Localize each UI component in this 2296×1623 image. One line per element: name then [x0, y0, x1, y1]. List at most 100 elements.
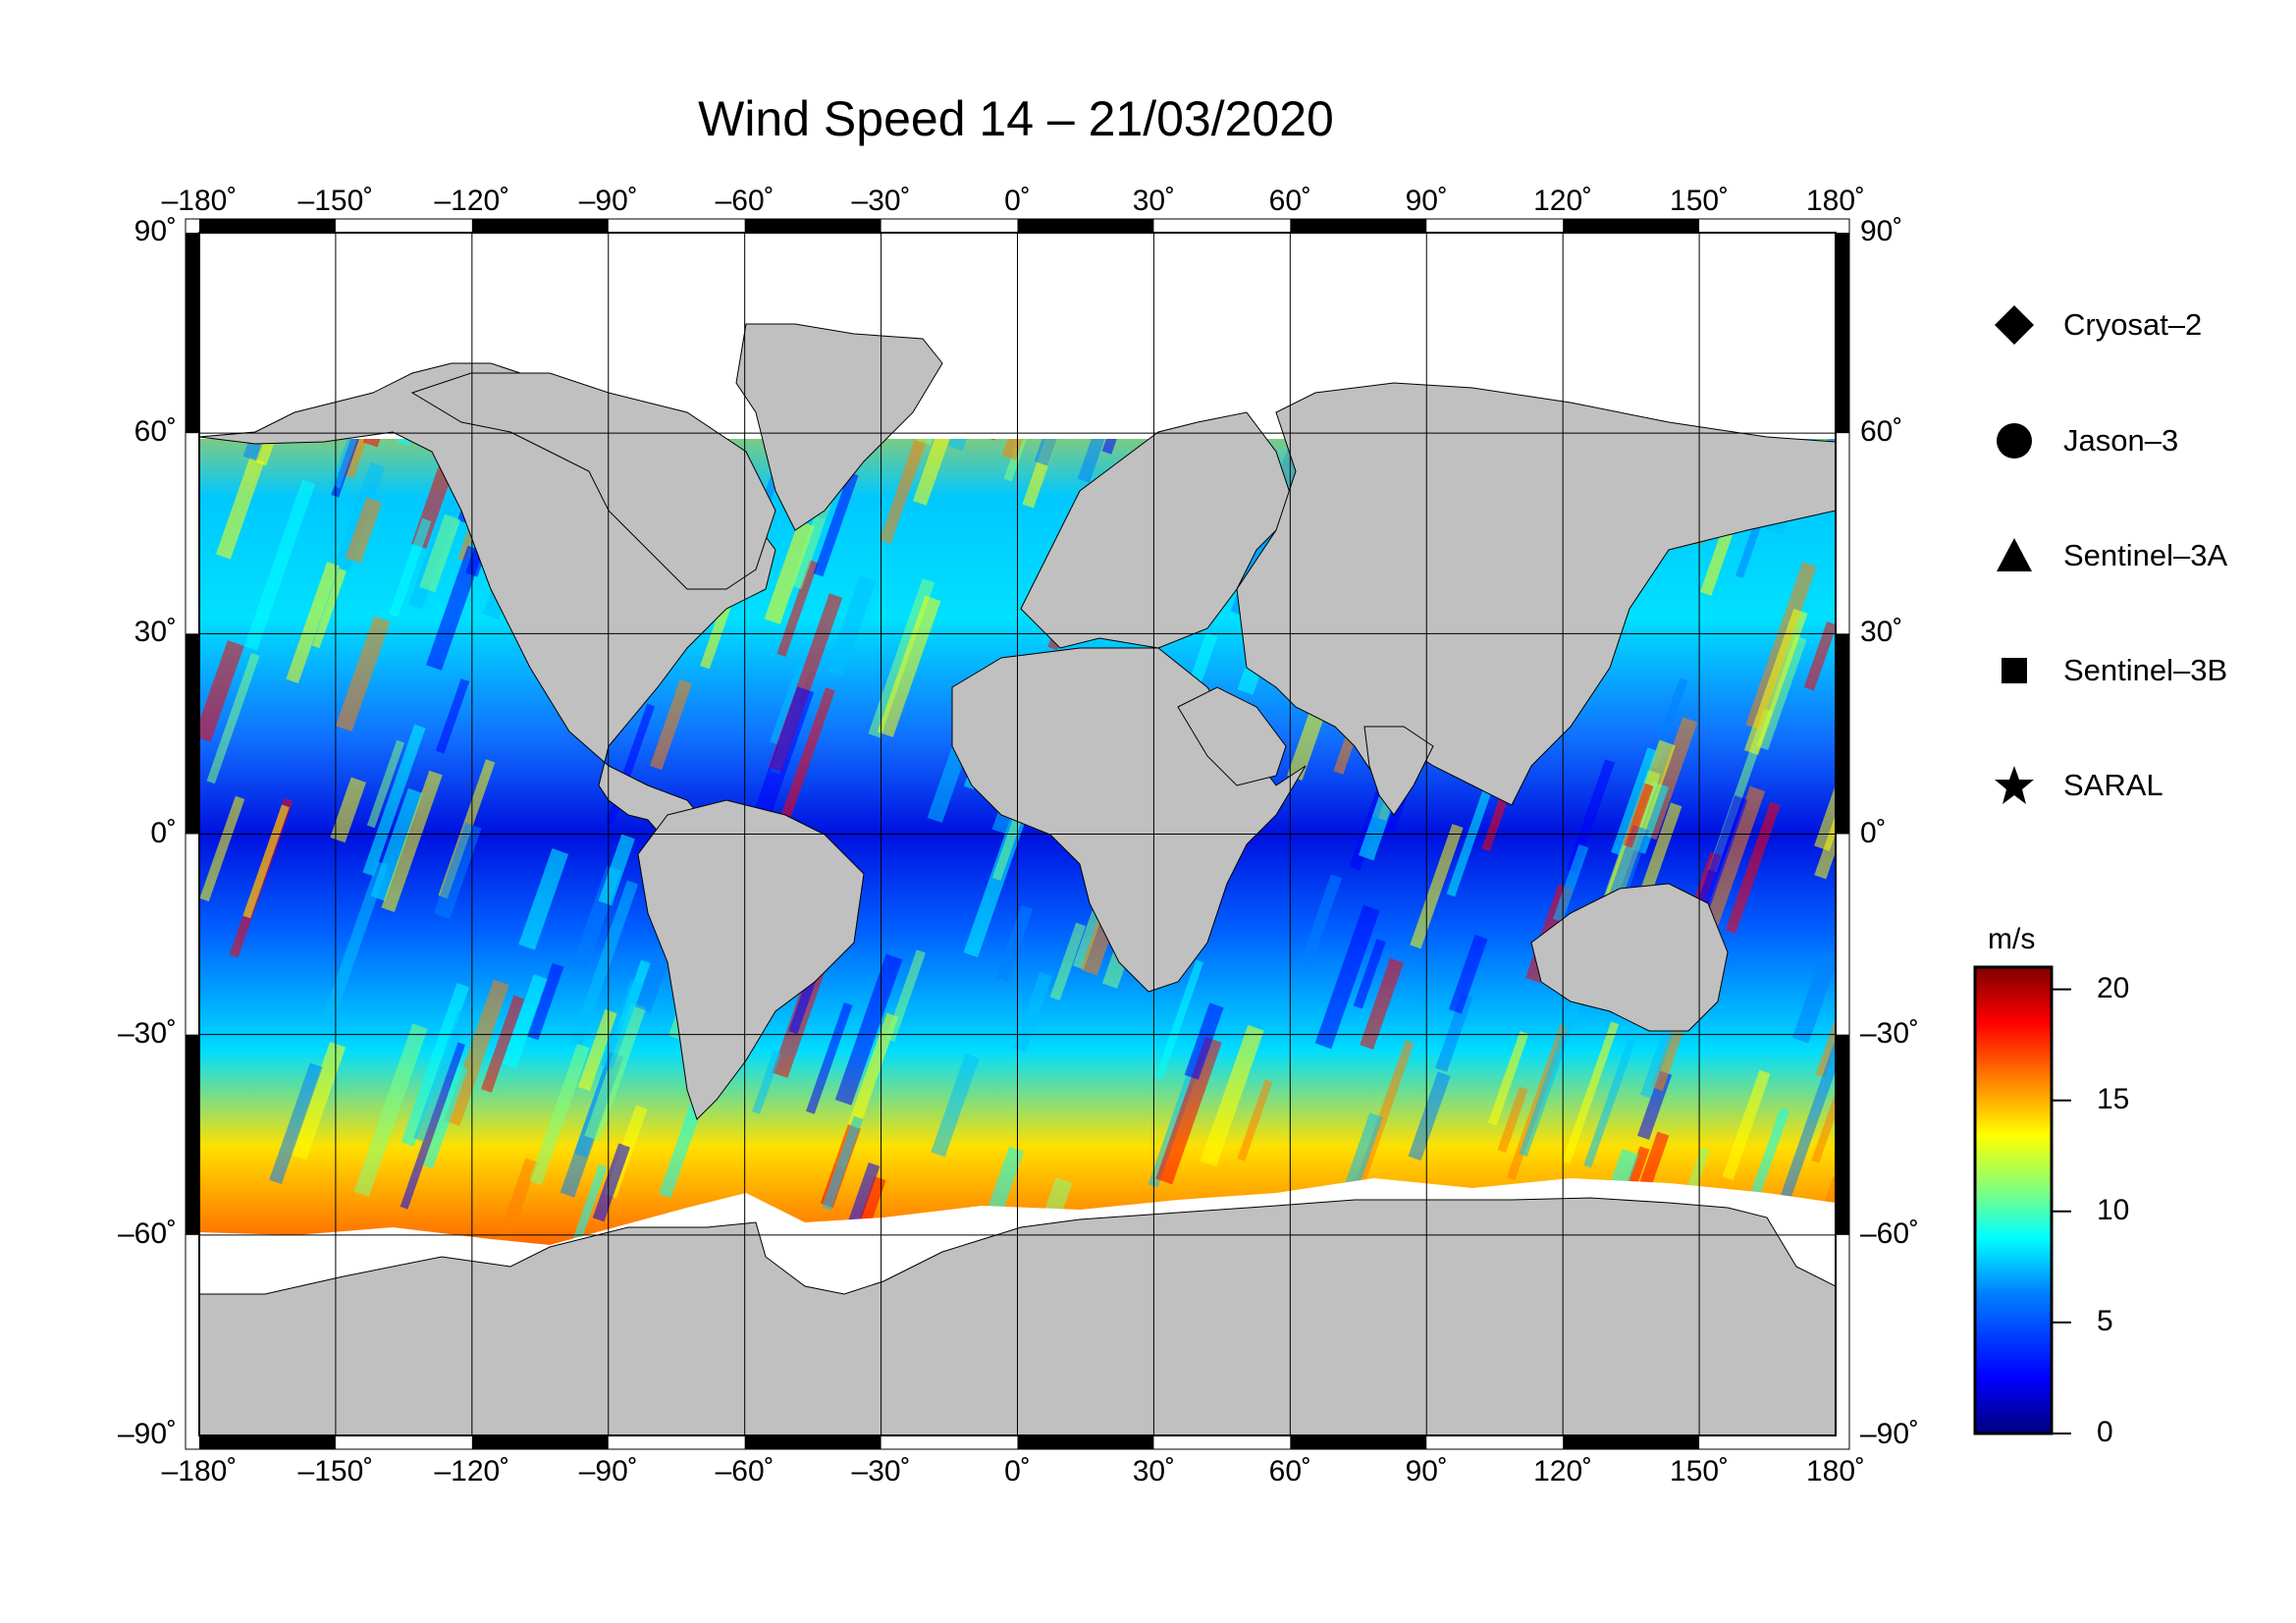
swath-streak: [813, 471, 859, 577]
swath-streak: [1410, 824, 1464, 949]
swath-streak: [592, 1143, 630, 1222]
swath-streak: [584, 1001, 647, 1142]
colorbar-tick-label: 5: [2097, 1304, 2113, 1337]
y-tick-label-left: 0˚: [150, 816, 177, 849]
canada-arctic: [410, 372, 776, 590]
legend-label: Cryosat–2: [2063, 307, 2203, 342]
swath-streak: [634, 947, 671, 1012]
colorbar-tick-label: 0: [2097, 1416, 2113, 1448]
frame-bar-bottom: [1290, 1435, 1427, 1449]
x-tick-label-top: –120˚: [434, 185, 510, 217]
x-tick-label-bottom: –120˚: [434, 1455, 510, 1488]
swath-streak: [425, 545, 484, 671]
swath-streak: [529, 1044, 590, 1185]
frame-bar-top: [1290, 219, 1427, 233]
swath-streak: [770, 664, 811, 747]
swath-streak: [322, 861, 389, 1024]
frame-bar-right: [1836, 1034, 1849, 1235]
frame-bar-bottom: [471, 1435, 609, 1449]
swath-streak: [885, 949, 927, 1043]
swath-streak: [1314, 904, 1380, 1050]
swath-streak: [650, 679, 692, 771]
swath-streak: [834, 953, 903, 1106]
square-icon: [2002, 658, 2027, 683]
swath-streak: [1811, 1091, 1836, 1163]
swath-streak: [353, 1023, 428, 1197]
swath-streak: [481, 995, 525, 1093]
outer-frame: [185, 218, 1850, 1450]
swath-streak: [362, 724, 426, 877]
y-tick-label-right: –60˚: [1860, 1217, 1920, 1250]
y-tick-label-left: –30˚: [117, 1016, 177, 1050]
x-tick-label-bottom: 180˚: [1805, 1455, 1866, 1488]
swath-streak: [752, 1050, 782, 1114]
x-tick-label-bottom: 120˚: [1533, 1455, 1593, 1488]
swath-streak: [433, 822, 482, 919]
frame-bar-right: [1836, 633, 1849, 835]
swath-streak: [199, 640, 244, 742]
y-tick-label-left: 60˚: [133, 415, 177, 449]
colorbar-tick-label: 20: [2097, 971, 2130, 1004]
x-tick-label-bottom: 60˚: [1268, 1455, 1311, 1488]
frame-bar-top: [744, 219, 881, 233]
frame-bar-bottom: [744, 1435, 881, 1449]
y-tick-label-right: –30˚: [1860, 1016, 1920, 1050]
y-tick-label-left: 90˚: [133, 215, 177, 247]
swath-streak: [242, 804, 290, 919]
south-america: [637, 799, 865, 1120]
frame-bar-left: [186, 233, 199, 434]
swath-streak: [435, 678, 470, 754]
y-tick-label-left: –60˚: [117, 1217, 177, 1250]
swath-streak: [1743, 608, 1808, 755]
swath-streak: [493, 1158, 538, 1256]
x-tick-label-top: –60˚: [715, 185, 774, 217]
x-tick-label-top: 90˚: [1405, 185, 1448, 217]
swath-streak: [776, 560, 819, 657]
legend-item-saral: SARAL: [1993, 761, 2163, 810]
swath-streak: [1301, 874, 1342, 965]
swath-streak: [1353, 939, 1386, 1009]
legend-label: Sentinel–3B: [2063, 653, 2228, 687]
legend-item-sentinel-3b: Sentinel–3B: [1993, 646, 2227, 695]
swath-streak: [995, 904, 1034, 982]
swath-streak: [1049, 922, 1087, 1001]
swath-streak: [1013, 971, 1053, 1053]
swath-streak: [389, 517, 432, 618]
swath-streak: [1237, 1079, 1273, 1162]
x-tick-label-bottom: 0˚: [1004, 1455, 1031, 1488]
swath-streak: [1622, 783, 1654, 848]
x-tick-label-top: 60˚: [1268, 185, 1311, 217]
triangle-icon: [1997, 538, 2032, 571]
swath-streak: [400, 983, 470, 1147]
australia: [1530, 883, 1729, 1032]
frame-bar-bottom: [1017, 1435, 1154, 1449]
colorbar-unit: m/s: [1988, 923, 2036, 955]
swath-streak: [526, 962, 564, 1041]
frame-bar-top: [471, 219, 609, 233]
y-tick-label-right: 30˚: [1860, 616, 1903, 649]
swath-streak: [1815, 1016, 1836, 1078]
arabia: [1177, 686, 1287, 786]
colorbar-tick-label: 10: [2097, 1193, 2130, 1226]
frame-bar-bottom: [199, 1435, 336, 1449]
swath-streak: [290, 1042, 347, 1161]
swath-streak: [1583, 1039, 1636, 1168]
x-tick-label-top: 30˚: [1132, 185, 1176, 217]
swath-streak: [868, 578, 935, 738]
swath-streak: [400, 1042, 466, 1210]
map-frame-bars: [185, 218, 1850, 1450]
india: [1363, 726, 1434, 816]
swath-streak: [1408, 1071, 1451, 1162]
swath-streak: [1184, 1002, 1224, 1080]
swath-streak: [413, 1009, 469, 1142]
swath-streak: [1611, 747, 1657, 856]
swath-streak: [345, 497, 383, 564]
swath-streak: [286, 561, 340, 683]
frame-bar-top: [1017, 219, 1154, 233]
swath-streak: [753, 686, 815, 819]
y-tick-label-right: 60˚: [1860, 415, 1903, 449]
frame-bar-right: [1836, 233, 1849, 434]
graticule: [199, 233, 1836, 1435]
swath-streak: [826, 575, 877, 677]
legend-item-cryosat: Cryosat–2: [1993, 300, 2202, 350]
